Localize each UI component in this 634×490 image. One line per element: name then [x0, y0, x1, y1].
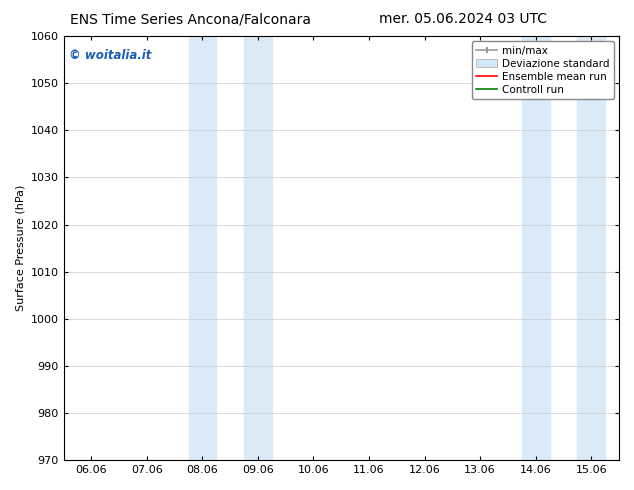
Y-axis label: Surface Pressure (hPa): Surface Pressure (hPa) — [15, 185, 25, 311]
Bar — [244, 36, 272, 460]
Text: ENS Time Series Ancona/Falconara: ENS Time Series Ancona/Falconara — [70, 12, 311, 26]
Legend: min/max, Deviazione standard, Ensemble mean run, Controll run: min/max, Deviazione standard, Ensemble m… — [472, 41, 614, 99]
Text: © woitalia.it: © woitalia.it — [69, 49, 152, 62]
Bar — [188, 36, 216, 460]
Bar — [578, 36, 605, 460]
Bar — [522, 36, 550, 460]
Text: mer. 05.06.2024 03 UTC: mer. 05.06.2024 03 UTC — [379, 12, 547, 26]
